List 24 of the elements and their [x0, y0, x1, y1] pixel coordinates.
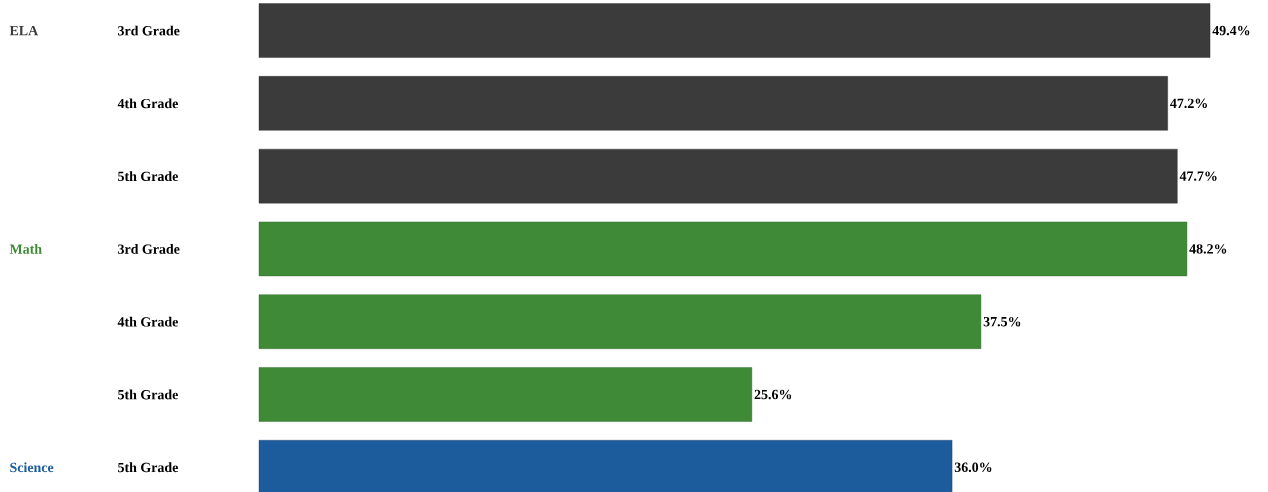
- data-label: 25.6%: [754, 389, 792, 400]
- bar: [258, 440, 953, 492]
- y-tick-label: 5th Grade: [118, 171, 178, 182]
- text: Math: [9, 244, 42, 254]
- data-label: 48.2%: [1189, 244, 1227, 254]
- bar: [258, 148, 1178, 204]
- text: Science: [10, 462, 54, 473]
- bar: [258, 367, 753, 422]
- data-label: 47.7%: [1179, 171, 1217, 181]
- bar: [258, 76, 1168, 131]
- data-label: 49.4%: [1212, 25, 1250, 36]
- bar: [258, 3, 1211, 58]
- data-label: 37.5%: [983, 316, 1021, 327]
- bar: [258, 221, 1188, 277]
- data-label: 47.2%: [1170, 98, 1207, 109]
- text: ELA: [9, 25, 39, 36]
- y-tick-label: 3rd Grade: [118, 25, 180, 36]
- y-tick-label: 4th Grade: [117, 316, 178, 327]
- bar: [258, 294, 982, 349]
- y-tick-label: 4th Grade: [117, 98, 178, 109]
- y-tick-label: 5th Grade: [118, 389, 178, 400]
- data-label: 36.0%: [954, 462, 992, 472]
- y-tick-label: 5th Grade: [118, 462, 178, 473]
- y-tick-label: 3rd Grade: [118, 244, 180, 254]
